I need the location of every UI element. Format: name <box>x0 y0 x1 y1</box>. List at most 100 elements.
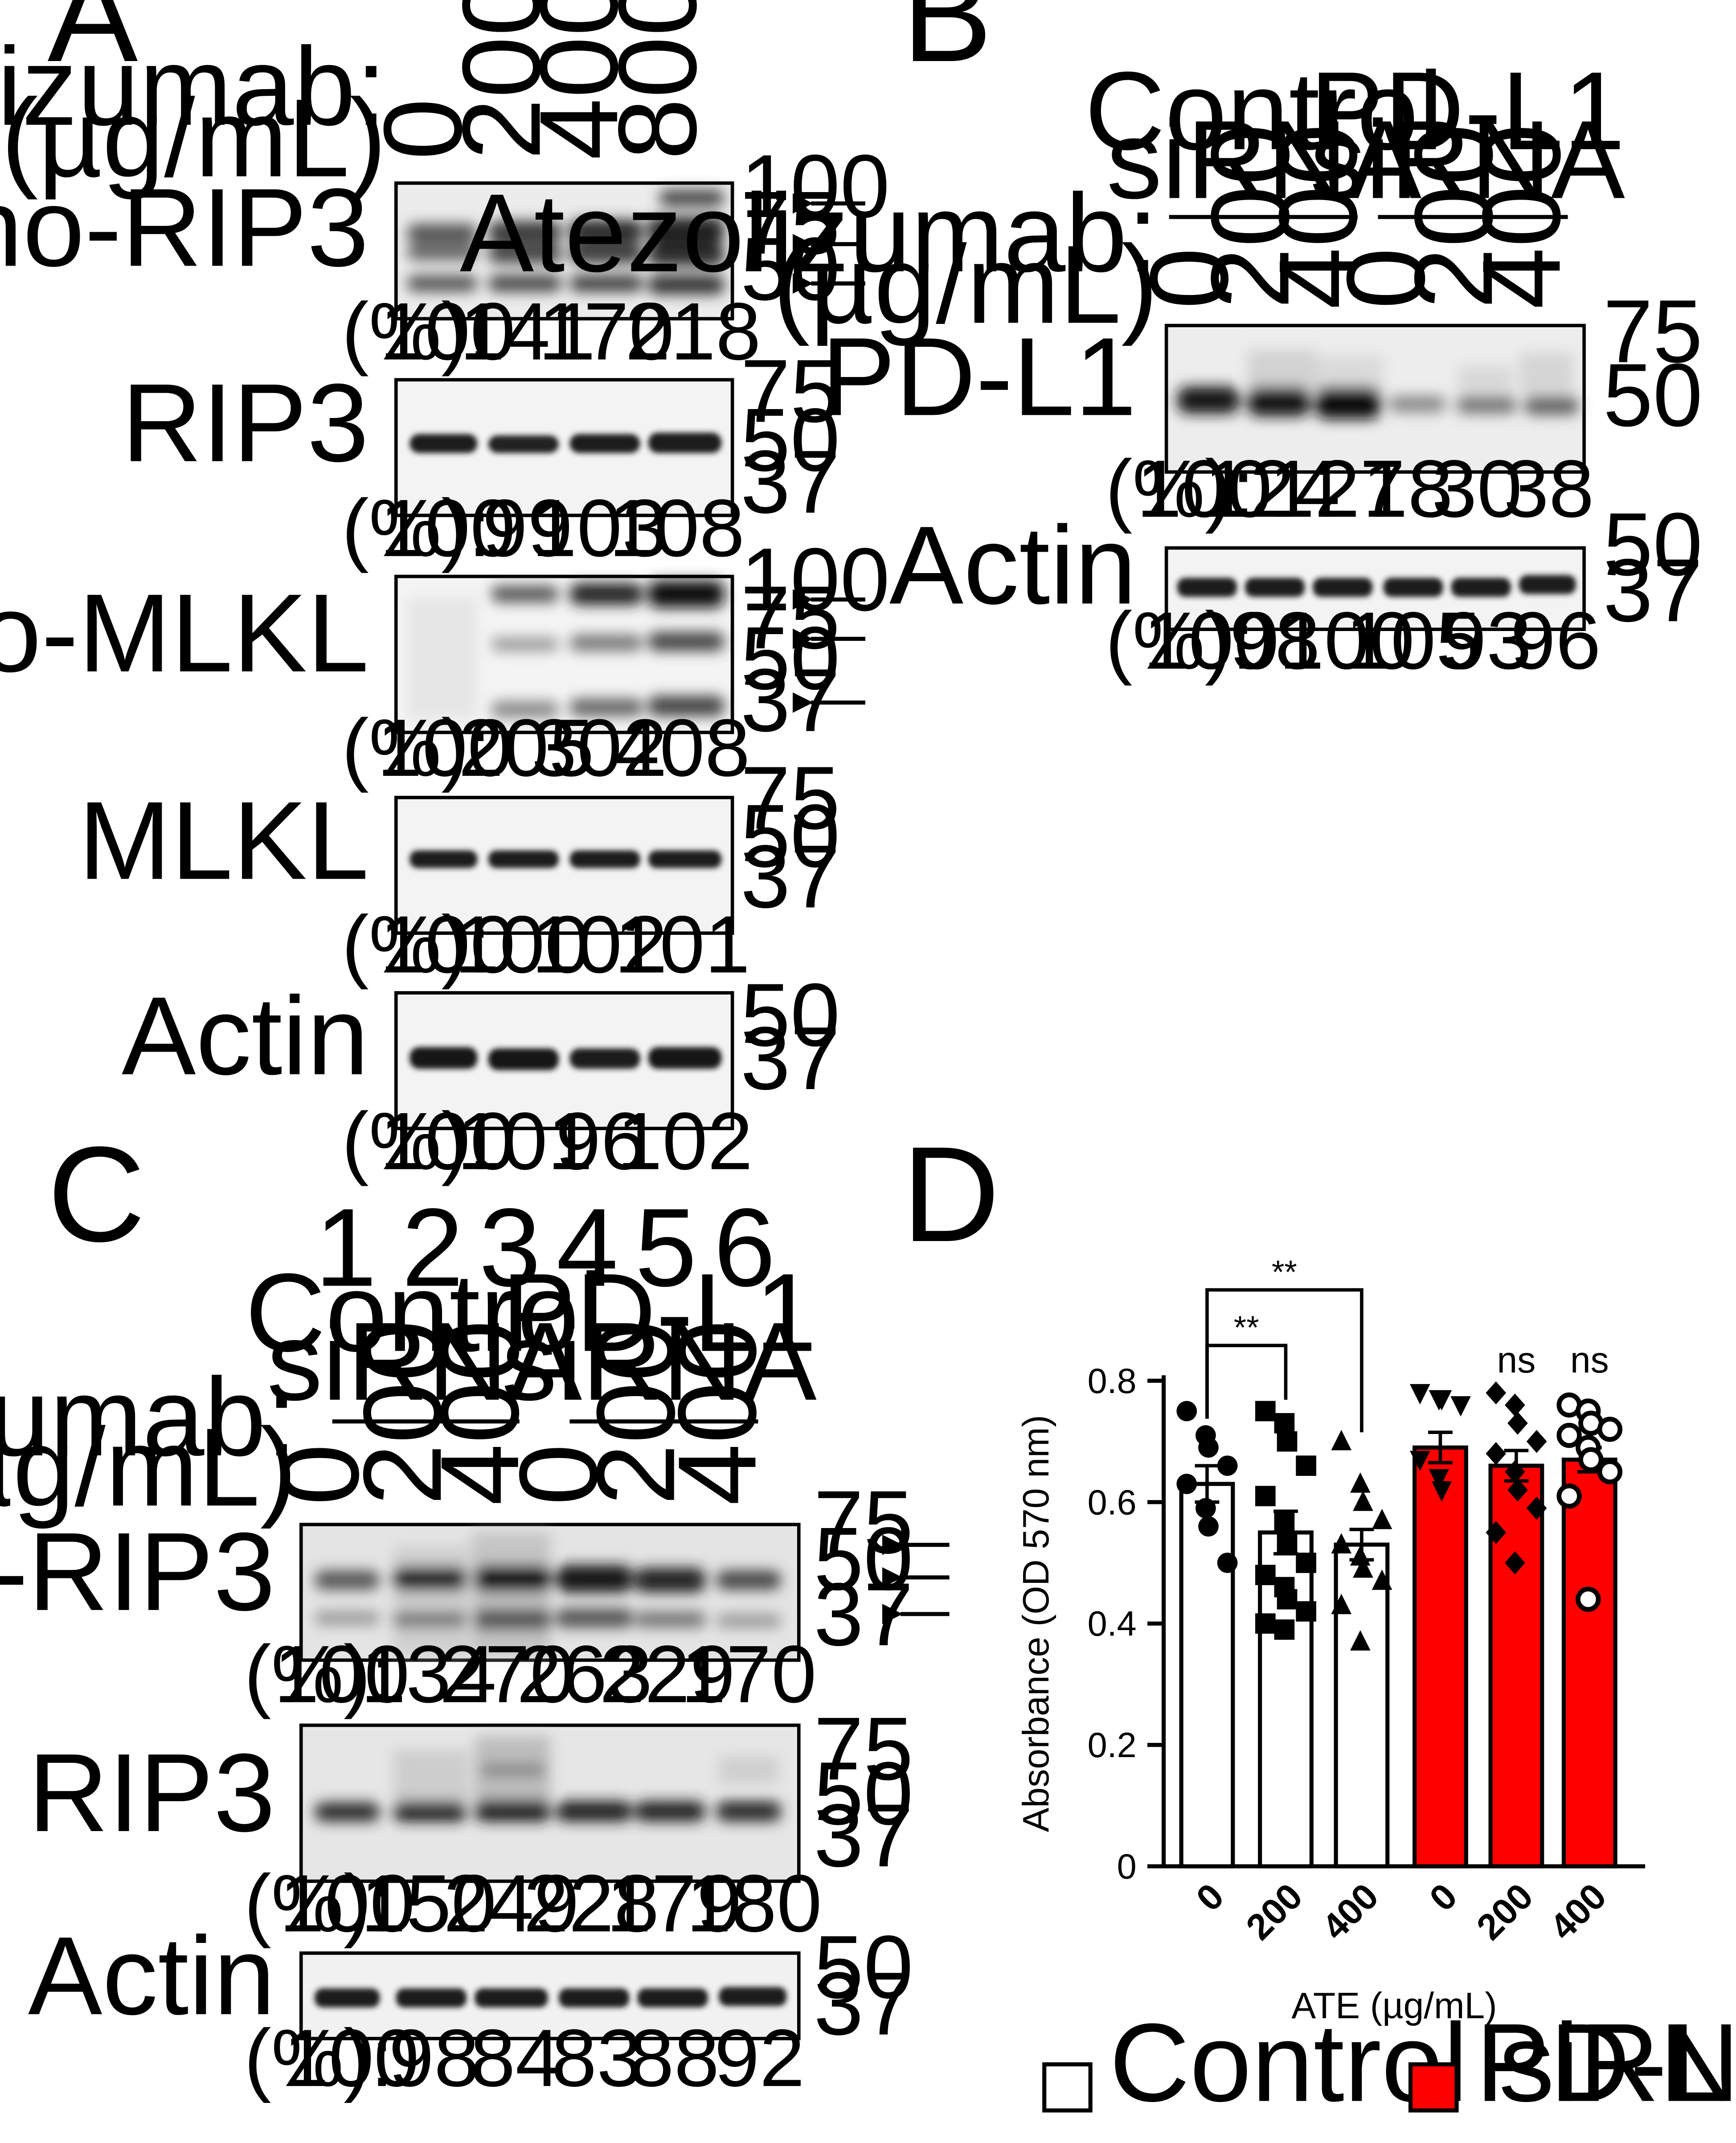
data-point <box>1505 1393 1525 1417</box>
group-label: siRNA <box>502 1299 817 1423</box>
data-point <box>1429 1469 1449 1490</box>
mw-marker: 50 <box>1603 345 1703 445</box>
percent-value: 100 <box>380 1096 516 1187</box>
data-point <box>1526 1430 1547 1453</box>
dose-label: 0 <box>1323 247 1448 309</box>
percent-value: 102 <box>617 1096 753 1187</box>
units-label: (µg/mL) <box>0 1405 297 1529</box>
group-label: siRNA <box>1310 97 1625 221</box>
mw-marker: 37 <box>741 826 840 926</box>
percent-value: 101 <box>614 899 750 990</box>
mw-marker: 75 <box>814 1698 913 1799</box>
data-point <box>1450 1396 1471 1417</box>
blot-actin-b: Actin 50 37 (%): 100 98 100 105 93 96 <box>889 494 1703 686</box>
lane-number: 1 <box>315 1185 377 1309</box>
data-point <box>1198 1437 1219 1458</box>
data-point <box>1255 1613 1276 1634</box>
data-point <box>1277 1534 1298 1555</box>
treatment-label: Atezolizumab: <box>0 24 386 148</box>
mw-marker: 37 <box>741 1008 840 1108</box>
y-tick-label: 0.6 <box>1088 1482 1137 1522</box>
data-point <box>1409 1451 1430 1471</box>
percent-value: 218 <box>625 286 761 377</box>
y-tick-label: 0.4 <box>1088 1604 1137 1643</box>
percent-value: 408 <box>614 702 750 793</box>
dose-labels: 0 200 400 800 <box>360 0 720 160</box>
percent-value: 179 <box>606 1858 742 1949</box>
lane-number: 4 <box>557 1185 618 1309</box>
data-point <box>1486 1442 1507 1465</box>
mw-marker: 50 <box>1603 494 1703 594</box>
legend-label-pdl1: PD-L1 siRNA <box>1476 2000 1736 2125</box>
blot-label: RIP3 <box>28 1730 275 1855</box>
percent-value: 98 <box>389 2012 479 2103</box>
percent-value: 263 <box>517 1629 653 1720</box>
percent-value: 141 <box>460 286 596 377</box>
percent-value: 96 <box>1511 595 1601 686</box>
significance-label: ns <box>1497 1340 1536 1381</box>
mw-marker: 50 <box>814 1917 913 2017</box>
blot-phospho-rip3: Phospho-RIP3 100 75 50 (%): 100 141 170 … <box>0 136 890 377</box>
percent-value: 127 <box>1269 443 1405 534</box>
bar <box>1179 1482 1235 1868</box>
percent-label: (%): <box>244 1858 393 1949</box>
data-point <box>1578 1447 1604 1472</box>
blot-bands <box>407 190 725 295</box>
panel-c: C 1 2 3 4 5 6 Control siRNA PD-L1 siRNA … <box>0 1118 950 2103</box>
lane-number: 2 <box>402 1185 464 1309</box>
data-point <box>1350 1630 1371 1651</box>
data-point <box>1331 1594 1352 1614</box>
dose-label: 400 <box>516 0 641 160</box>
significance-label: ** <box>1234 1310 1259 1346</box>
data-point <box>1507 1411 1528 1435</box>
data-point <box>1176 1474 1197 1494</box>
data-point <box>1274 1413 1295 1434</box>
blot-label: Phospho-RIP3 <box>0 1509 275 1634</box>
percent-label: (%): <box>1105 595 1255 686</box>
mw-marker: 75 <box>741 567 840 668</box>
data-point <box>1505 1551 1525 1574</box>
dose-labels: 0 200 400 0 200 400 <box>258 1320 779 1505</box>
dose-label: 200 <box>573 1320 698 1505</box>
percent-value: 100 <box>1137 443 1273 534</box>
blot-label: RIP3 <box>122 361 369 485</box>
y-axis-label: Absorbance (OD 570 nm) <box>1016 1415 1056 1832</box>
percent-value: 92 <box>714 2012 805 2103</box>
data-point <box>1198 1516 1219 1537</box>
percent-value: 96 <box>556 1096 646 1187</box>
mw-marker: 37 <box>741 650 840 750</box>
percent-value: 100 <box>380 483 516 574</box>
mw-marker: 50 <box>814 1508 913 1609</box>
data-point <box>1296 1601 1316 1622</box>
dose-label: 0 <box>1127 247 1251 309</box>
significance-label: ns <box>1570 1340 1609 1381</box>
blot-label: Phospho-RIP3 <box>0 165 369 290</box>
percent-value: 100 <box>380 286 516 377</box>
data-point <box>1431 1481 1452 1502</box>
blot-label: Phospho-MLKL <box>0 571 369 695</box>
data-point <box>1296 1553 1316 1573</box>
percent-value: 99 <box>482 483 573 574</box>
data-point <box>1597 1417 1623 1442</box>
group-label: PD-L1 <box>1310 49 1625 173</box>
blot-bands <box>409 850 722 868</box>
mw-marker: 75 <box>741 748 840 848</box>
percent-value: 18 <box>1363 443 1453 534</box>
blot-actin-a: Actin 50 37 (%): 100 101 96 102 <box>122 965 840 1187</box>
data-point <box>1507 1478 1528 1502</box>
data-point <box>1255 1486 1276 1507</box>
x-tick-label: 0 <box>1422 1876 1465 1919</box>
mw-marker: 75 <box>1603 281 1703 381</box>
percent-value: 170 <box>538 286 674 377</box>
blot-bands <box>315 1736 782 1822</box>
data-point <box>1350 1472 1371 1493</box>
data-point <box>1196 1498 1216 1519</box>
group-label: PD-L1 <box>502 1250 817 1374</box>
data-point <box>1255 1401 1276 1422</box>
group-label: Control <box>1085 49 1443 173</box>
lane-numbers: 1 2 3 4 5 6 <box>315 1185 776 1309</box>
dose-label: 0 <box>258 1444 382 1506</box>
group-label: siRNA <box>1106 97 1421 221</box>
